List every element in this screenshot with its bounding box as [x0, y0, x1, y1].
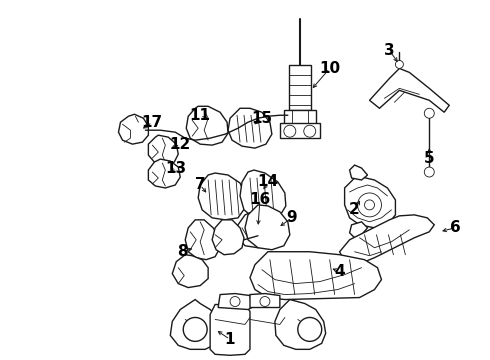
- Text: 14: 14: [257, 175, 278, 189]
- Polygon shape: [198, 173, 245, 220]
- Polygon shape: [218, 293, 252, 310]
- Text: 11: 11: [190, 108, 211, 123]
- Polygon shape: [171, 300, 222, 349]
- Polygon shape: [340, 215, 434, 265]
- Text: 7: 7: [195, 177, 205, 193]
- Circle shape: [260, 297, 270, 306]
- Polygon shape: [240, 170, 286, 220]
- Text: 15: 15: [251, 111, 272, 126]
- Circle shape: [358, 193, 382, 217]
- Polygon shape: [280, 123, 319, 138]
- Polygon shape: [185, 220, 220, 260]
- Text: 8: 8: [177, 244, 188, 259]
- Circle shape: [183, 318, 207, 341]
- Text: 1: 1: [225, 332, 235, 347]
- Circle shape: [424, 108, 434, 118]
- Polygon shape: [245, 205, 290, 250]
- Circle shape: [284, 125, 296, 137]
- Text: 10: 10: [319, 61, 340, 76]
- Polygon shape: [148, 135, 178, 164]
- Circle shape: [230, 297, 240, 306]
- Text: 16: 16: [249, 193, 270, 207]
- Polygon shape: [238, 213, 275, 248]
- Polygon shape: [212, 220, 244, 255]
- Text: 6: 6: [450, 220, 461, 235]
- Text: 12: 12: [170, 137, 191, 152]
- Circle shape: [298, 318, 322, 341]
- Circle shape: [424, 167, 434, 177]
- Text: 9: 9: [287, 210, 297, 225]
- Text: 13: 13: [166, 161, 187, 176]
- Text: 2: 2: [349, 202, 360, 217]
- Polygon shape: [250, 293, 280, 307]
- Polygon shape: [148, 159, 180, 188]
- Polygon shape: [250, 252, 382, 300]
- Circle shape: [395, 60, 403, 68]
- Polygon shape: [210, 305, 250, 355]
- Polygon shape: [369, 68, 449, 112]
- Polygon shape: [284, 110, 316, 125]
- Polygon shape: [289, 66, 311, 110]
- Polygon shape: [119, 114, 148, 144]
- Polygon shape: [228, 108, 272, 148]
- Polygon shape: [186, 106, 228, 145]
- Text: 5: 5: [424, 150, 435, 166]
- Text: 3: 3: [384, 43, 395, 58]
- Polygon shape: [172, 255, 208, 288]
- Circle shape: [365, 200, 374, 210]
- Polygon shape: [344, 177, 395, 228]
- Circle shape: [304, 125, 316, 137]
- Polygon shape: [349, 165, 368, 180]
- Polygon shape: [275, 300, 326, 349]
- Text: 17: 17: [142, 115, 163, 130]
- Text: 4: 4: [334, 264, 345, 279]
- Polygon shape: [349, 222, 368, 238]
